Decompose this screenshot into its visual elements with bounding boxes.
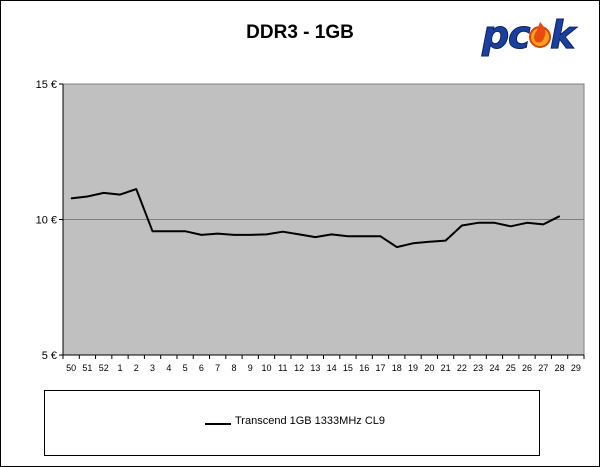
data-point bbox=[282, 231, 284, 233]
data-point bbox=[135, 188, 137, 190]
y-axis: 5 € 10 € 15 € bbox=[36, 79, 63, 362]
x-tick-label: 11 bbox=[278, 363, 287, 373]
x-tick-label: 24 bbox=[489, 363, 499, 373]
x-tick-label: 25 bbox=[506, 363, 516, 373]
data-point bbox=[412, 242, 414, 244]
data-point bbox=[542, 223, 544, 225]
svg-text:c: c bbox=[508, 13, 531, 57]
x-tick-label: 14 bbox=[327, 363, 337, 373]
x-tick-label: 22 bbox=[457, 363, 467, 373]
x-tick-label: 27 bbox=[538, 363, 548, 373]
x-tick-label: 28 bbox=[555, 363, 565, 373]
data-point bbox=[152, 230, 154, 232]
data-point bbox=[477, 222, 479, 224]
data-point bbox=[266, 233, 268, 235]
x-tick-label: 51 bbox=[82, 363, 92, 373]
x-tick-label: 50 bbox=[66, 363, 76, 373]
x-tick-label: 5 bbox=[183, 363, 188, 373]
data-point bbox=[298, 233, 300, 235]
data-point bbox=[461, 224, 463, 226]
x-tick-label: 18 bbox=[392, 363, 402, 373]
x-tick-label: 10 bbox=[262, 363, 272, 373]
x-tick-label: 8 bbox=[231, 363, 236, 373]
data-point bbox=[70, 197, 72, 199]
x-tick-label: 4 bbox=[166, 363, 171, 373]
x-tick-label: 23 bbox=[473, 363, 483, 373]
svg-text:k: k bbox=[550, 13, 578, 57]
data-point bbox=[445, 240, 447, 242]
data-point bbox=[396, 246, 398, 248]
x-tick-label: 17 bbox=[375, 363, 385, 373]
x-tick-label: 12 bbox=[294, 363, 304, 373]
data-point bbox=[314, 236, 316, 238]
pcsk-logo: p c k bbox=[478, 8, 588, 58]
x-tick-label: 2 bbox=[134, 363, 139, 373]
svg-text:p: p bbox=[481, 13, 509, 57]
x-tick-label: 20 bbox=[424, 363, 434, 373]
x-tick-label: 1 bbox=[117, 363, 122, 373]
y-tick-label: 15 € bbox=[36, 79, 57, 91]
data-point bbox=[217, 233, 219, 235]
data-point bbox=[168, 230, 170, 232]
data-point bbox=[86, 195, 88, 197]
data-point bbox=[526, 222, 528, 224]
data-point bbox=[559, 215, 561, 217]
data-point bbox=[493, 222, 495, 224]
data-point bbox=[249, 234, 251, 236]
x-tick-label: 7 bbox=[215, 363, 220, 373]
x-tick-label: 16 bbox=[359, 363, 369, 373]
legend-label: Transcend 1GB 1333MHz CL9 bbox=[235, 415, 385, 427]
x-tick-label: 26 bbox=[522, 363, 532, 373]
x-tick-label: 13 bbox=[310, 363, 320, 373]
data-point bbox=[103, 192, 105, 194]
x-tick-label: 29 bbox=[571, 363, 581, 373]
data-point bbox=[200, 234, 202, 236]
series-layer bbox=[70, 188, 561, 249]
legend: Transcend 1GB 1333MHz CL9 bbox=[44, 390, 540, 456]
data-point bbox=[184, 230, 186, 232]
data-point bbox=[347, 235, 349, 237]
y-tick-label: 10 € bbox=[36, 215, 57, 227]
legend-swatch bbox=[205, 423, 231, 425]
x-tick-label: 15 bbox=[343, 363, 353, 373]
x-tick-label: 52 bbox=[99, 363, 109, 373]
x-tick-label: 19 bbox=[408, 363, 418, 373]
data-point bbox=[379, 235, 381, 237]
data-point bbox=[510, 225, 512, 227]
data-point bbox=[119, 194, 121, 196]
x-tick-label: 9 bbox=[248, 363, 253, 373]
x-tick-label: 21 bbox=[441, 363, 451, 373]
data-point bbox=[331, 233, 333, 235]
x-axis: 50 51 52 1 2 3 4 5 6 7 8 9 10 11 12 13 14 15 16 17 18 19 20 21 2… bbox=[62, 84, 585, 373]
y-tick-label: 5 € bbox=[42, 350, 57, 362]
x-tick-label: 6 bbox=[199, 363, 204, 373]
data-point bbox=[363, 235, 365, 237]
chart-title: DDR3 - 1GB bbox=[246, 22, 354, 43]
x-tick-label: 3 bbox=[150, 363, 155, 373]
data-point bbox=[233, 234, 235, 236]
data-point bbox=[428, 241, 430, 243]
